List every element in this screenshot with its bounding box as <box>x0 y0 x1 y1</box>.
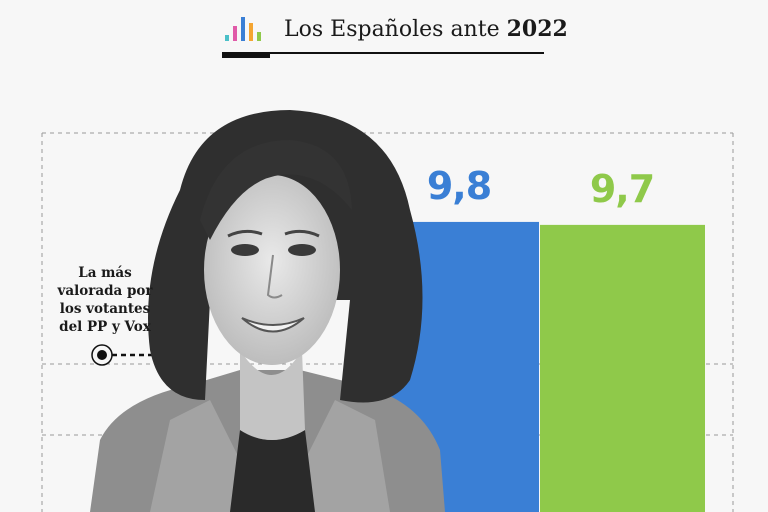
bar-chart-logo-icon <box>225 17 261 41</box>
bar <box>540 224 705 512</box>
bar-value-label: 9,8 <box>426 163 492 208</box>
header: Los Españoles ante 2022 <box>222 10 568 60</box>
title-year: 2022 <box>506 16 568 42</box>
header-rule-accent <box>222 52 270 58</box>
page-title: Los Españoles ante 2022 <box>284 16 568 42</box>
header-rule <box>222 52 544 54</box>
annotation-text: La más valorada por los votantes del PP … <box>57 265 153 335</box>
title-prefix: Los Españoles ante <box>284 17 500 42</box>
woman-portrait-photo <box>90 110 445 512</box>
bar-value-label: 9,7 <box>589 166 655 211</box>
